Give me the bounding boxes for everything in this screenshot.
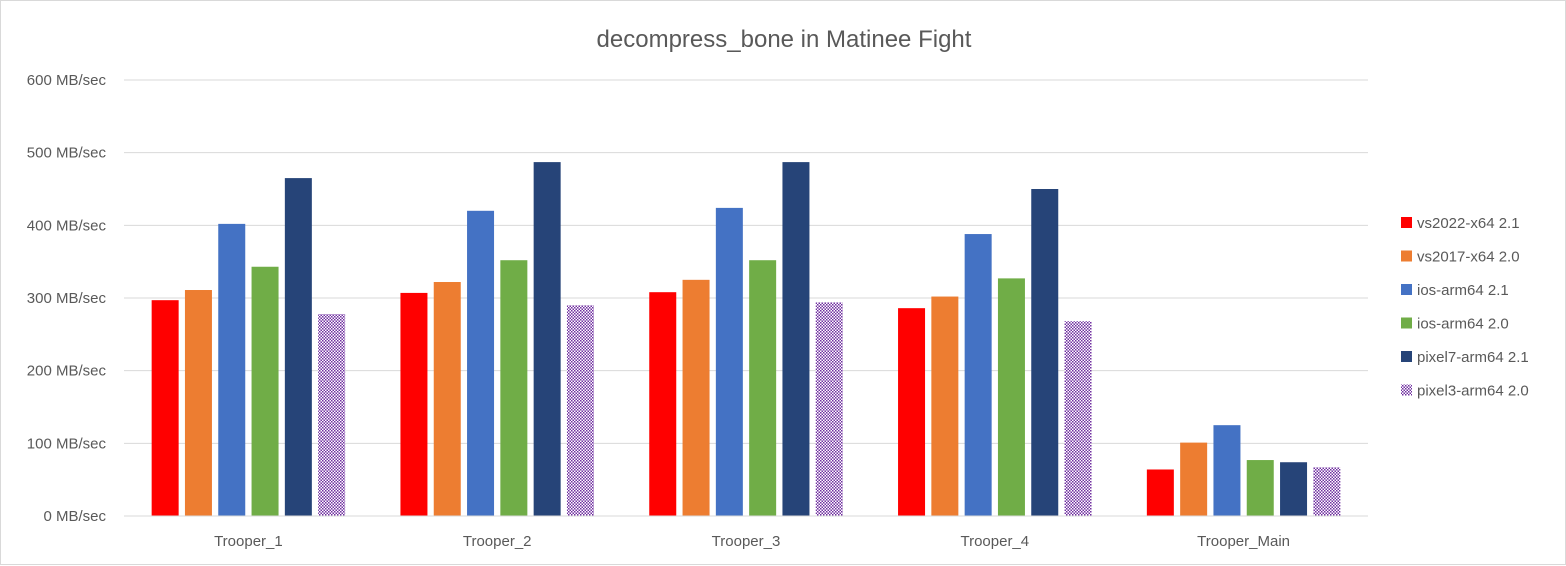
legend-label: vs2017-x64 2.0 xyxy=(1417,249,1520,266)
bar-vs2017-x64-2-0-trooper_main xyxy=(1180,442,1208,516)
bar-vs2022-x64-2-1-trooper_main xyxy=(1146,469,1174,516)
axes: 0 MB/sec 100 MB/sec 200 MB/sec 300 MB/sec 40… xyxy=(27,72,1368,550)
bars xyxy=(151,162,1341,517)
bar-pixel7-arm64-2-1-trooper_4 xyxy=(1031,189,1059,516)
legend-swatch xyxy=(1401,250,1412,262)
bar-ios-arm64-2-0-trooper_3 xyxy=(749,260,777,516)
y-tick-label: 400 MB/sec xyxy=(27,217,107,234)
bar-ios-arm64-2-0-trooper_main xyxy=(1246,460,1274,516)
y-tick-label: 0 MB/sec xyxy=(43,508,106,525)
bar-pixel7-arm64-2-1-trooper_1 xyxy=(284,178,312,516)
bar-pixel3-arm64-2-0-trooper_3 xyxy=(815,302,843,516)
legend-swatch xyxy=(1401,317,1412,329)
x-tick-label: Trooper_1 xyxy=(214,533,283,550)
legend-swatch xyxy=(1401,217,1412,228)
bar-ios-arm64-2-1-trooper_1 xyxy=(218,223,246,516)
y-tick-label: 200 MB/sec xyxy=(27,363,107,380)
bar-pixel3-arm64-2-0-trooper_main xyxy=(1313,467,1341,516)
bar-ios-arm64-2-1-trooper_3 xyxy=(715,207,743,516)
bar-ios-arm64-2-1-trooper_main xyxy=(1213,425,1241,516)
bar-pixel3-arm64-2-0-trooper_4 xyxy=(1064,321,1092,516)
bar-pixel3-arm64-2-0-trooper_1 xyxy=(318,313,346,516)
bar-vs2017-x64-2-0-trooper_1 xyxy=(184,290,212,516)
legend-label: ios-arm64 2.0 xyxy=(1417,316,1509,333)
legend-swatch xyxy=(1401,351,1412,362)
bar-ios-arm64-2-1-trooper_4 xyxy=(964,234,992,517)
bar-vs2022-x64-2-1-trooper_2 xyxy=(400,292,428,516)
bar-vs2022-x64-2-1-trooper_3 xyxy=(649,292,677,516)
bar-ios-arm64-2-1-trooper_2 xyxy=(467,210,495,517)
legend-label: pixel3-arm64 2.0 xyxy=(1417,383,1529,400)
chart-title: decompress_bone in Matinee Fight xyxy=(597,26,972,53)
bar-vs2017-x64-2-0-trooper_4 xyxy=(931,296,959,516)
legend-label: vs2022-x64 2.1 xyxy=(1417,215,1520,232)
bar-pixel7-arm64-2-1-trooper_3 xyxy=(782,162,810,517)
y-tick-label: 600 MB/sec xyxy=(27,72,107,89)
bar-pixel7-arm64-2-1-trooper_2 xyxy=(533,162,561,517)
bar-ios-arm64-2-0-trooper_2 xyxy=(500,260,528,516)
x-tick-label: Trooper_2 xyxy=(463,533,532,550)
legend: vs2022-x64 2.1 vs2017-x64 2.0 ios-arm64 2.… xyxy=(1401,215,1529,400)
bar-vs2017-x64-2-0-trooper_2 xyxy=(433,282,461,516)
legend-label: ios-arm64 2.1 xyxy=(1417,282,1509,299)
bar-vs2017-x64-2-0-trooper_3 xyxy=(682,279,710,516)
x-tick-label: Trooper_Main xyxy=(1197,533,1290,550)
x-tick-label: Trooper_3 xyxy=(712,533,781,550)
y-tick-label: 500 MB/sec xyxy=(27,145,107,162)
bar-vs2022-x64-2-1-trooper_4 xyxy=(898,308,926,516)
bar-ios-arm64-2-0-trooper_1 xyxy=(251,266,279,516)
bar-vs2022-x64-2-1-trooper_1 xyxy=(151,300,179,516)
x-tick-label: Trooper_4 xyxy=(960,533,1029,550)
bar-pixel3-arm64-2-0-trooper_2 xyxy=(566,305,594,516)
legend-swatch xyxy=(1401,284,1412,295)
legend-label: pixel7-arm64 2.1 xyxy=(1417,349,1529,366)
legend-swatch xyxy=(1401,384,1412,396)
bar-ios-arm64-2-0-trooper_4 xyxy=(997,278,1025,516)
bar-pixel7-arm64-2-1-trooper_main xyxy=(1280,462,1308,516)
y-tick-label: 300 MB/sec xyxy=(27,290,107,307)
y-tick-label: 100 MB/sec xyxy=(27,435,107,452)
